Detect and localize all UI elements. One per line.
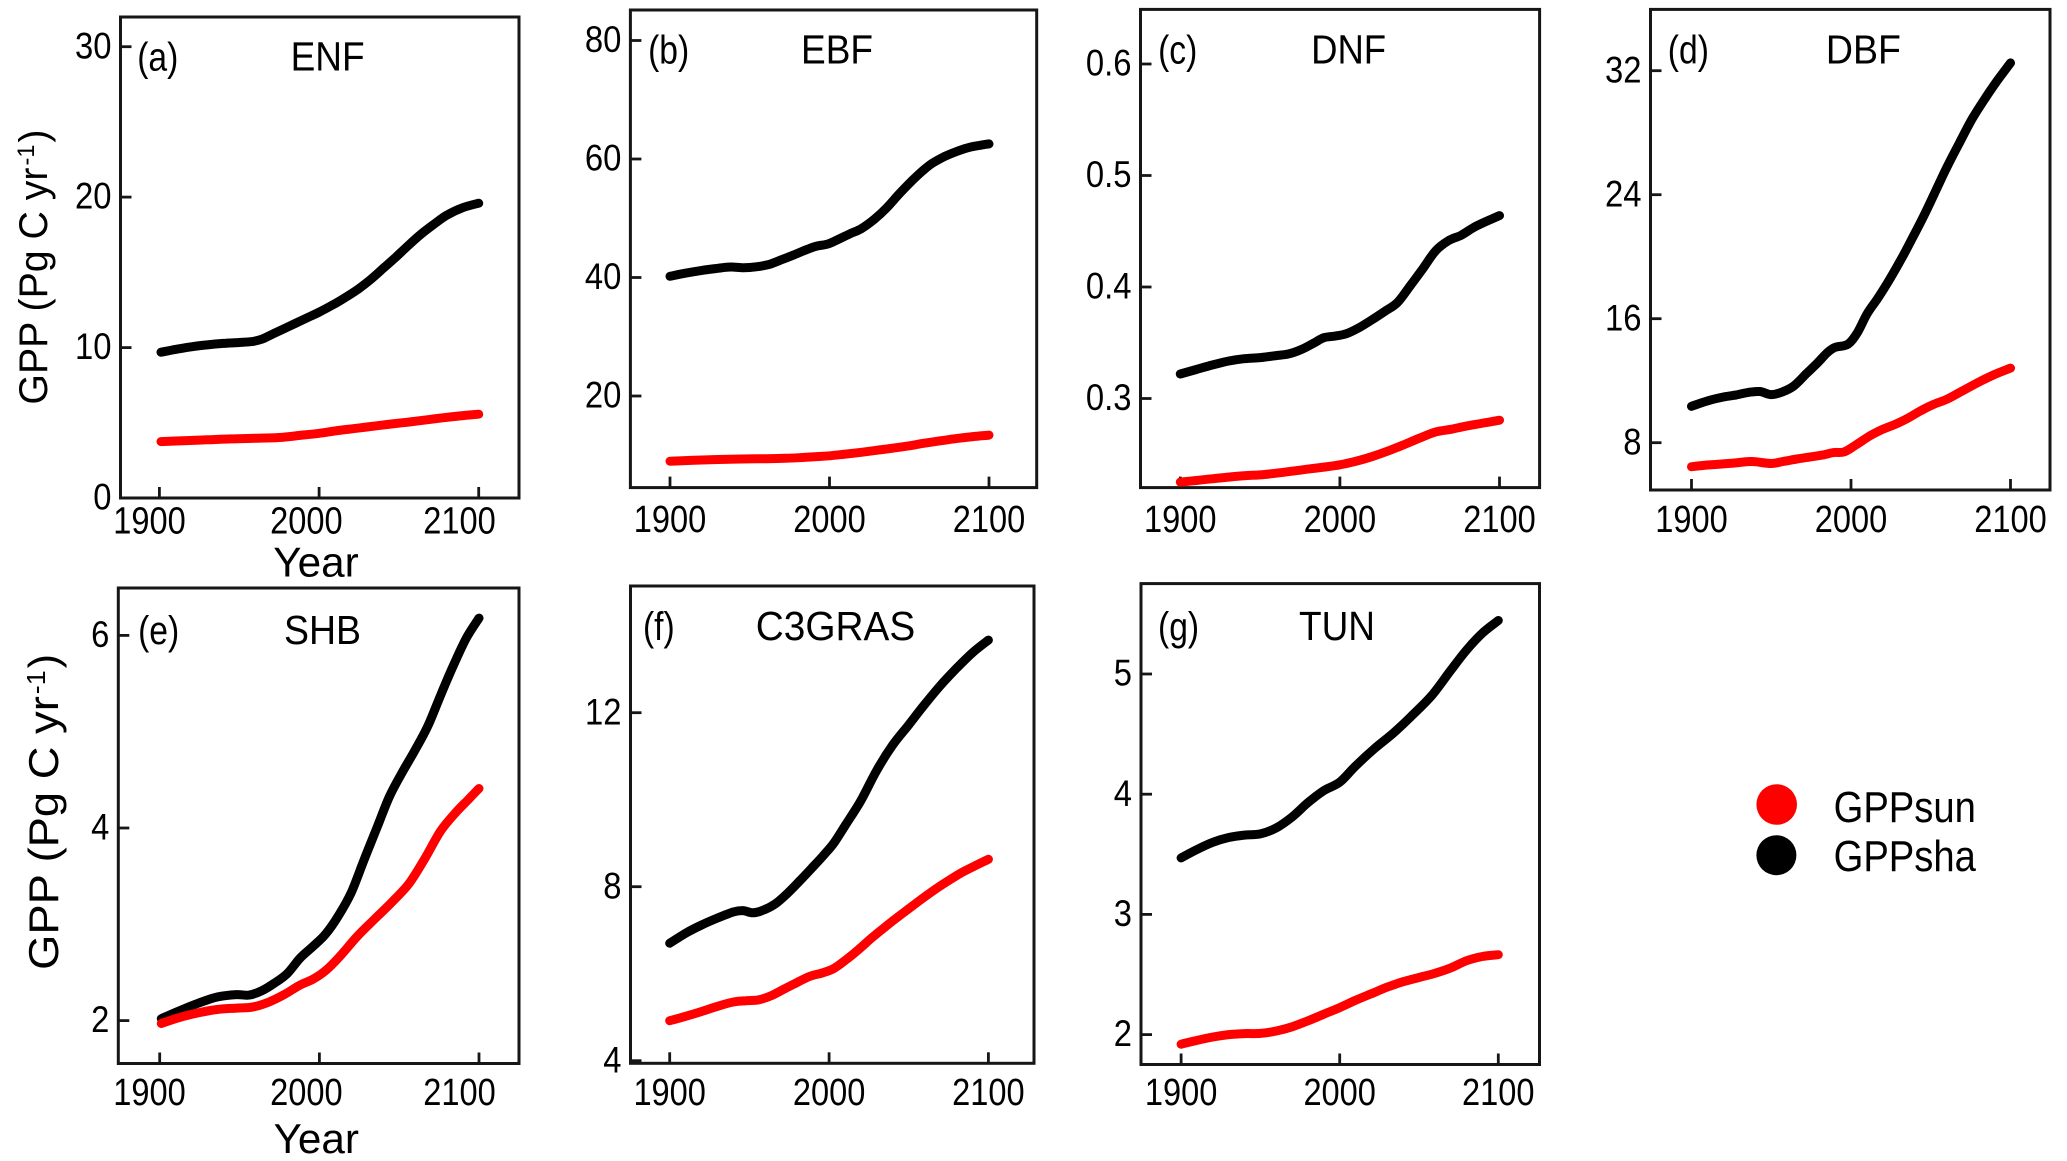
svg-text:0.6: 0.6 [1086, 42, 1132, 84]
svg-text:): ) [20, 654, 67, 668]
svg-text:TUN: TUN [1299, 603, 1375, 649]
svg-text:(b): (b) [648, 29, 689, 73]
svg-text:5: 5 [1114, 652, 1132, 694]
svg-text:-1: -1 [21, 670, 51, 694]
svg-text:0: 0 [93, 476, 111, 518]
svg-text:1900: 1900 [1145, 1072, 1218, 1114]
svg-text:(a): (a) [137, 36, 178, 80]
svg-text:GPPsha: GPPsha [1834, 832, 1977, 881]
svg-text:40: 40 [585, 255, 622, 297]
svg-text:2000: 2000 [1304, 499, 1377, 541]
svg-text:2100: 2100 [423, 1072, 496, 1114]
svg-text:1900: 1900 [1144, 499, 1217, 541]
svg-text:EBF: EBF [801, 27, 873, 73]
svg-text:DNF: DNF [1311, 27, 1386, 73]
svg-text:1900: 1900 [113, 1072, 186, 1114]
svg-text:C3GRAS: C3GRAS [756, 603, 916, 649]
svg-text:2000: 2000 [793, 1072, 866, 1114]
svg-text:20: 20 [585, 374, 622, 416]
svg-text:12: 12 [585, 690, 622, 732]
svg-text:1900: 1900 [113, 501, 186, 543]
svg-text:16: 16 [1605, 296, 1642, 338]
svg-text:1900: 1900 [634, 499, 707, 541]
svg-text:8: 8 [603, 864, 621, 906]
svg-text:(f): (f) [643, 605, 675, 649]
svg-text:(e): (e) [138, 609, 179, 653]
svg-text:4: 4 [91, 806, 109, 848]
svg-text:60: 60 [585, 137, 622, 179]
svg-text:GPP (Pg C yr: GPP (Pg C yr [20, 696, 67, 970]
svg-text:3: 3 [1114, 892, 1132, 934]
svg-text:2100: 2100 [953, 499, 1026, 541]
svg-text:(d): (d) [1668, 29, 1709, 73]
svg-text:80: 80 [585, 18, 622, 60]
svg-text:DBF: DBF [1826, 27, 1901, 73]
svg-text:-1: -1 [13, 145, 40, 166]
svg-text:32: 32 [1605, 48, 1642, 90]
svg-text:2000: 2000 [1303, 1072, 1376, 1114]
svg-text:2100: 2100 [952, 1072, 1025, 1114]
svg-text:4: 4 [1114, 772, 1132, 814]
svg-text:0.4: 0.4 [1086, 265, 1132, 307]
svg-text:): ) [12, 130, 56, 143]
svg-text:GPP (Pg C yr: GPP (Pg C yr [12, 168, 56, 405]
svg-text:2000: 2000 [1815, 499, 1888, 541]
svg-text:2: 2 [1114, 1012, 1132, 1054]
svg-text:SHB: SHB [284, 607, 361, 653]
svg-text:24: 24 [1605, 172, 1642, 214]
svg-text:2100: 2100 [423, 501, 496, 543]
svg-text:2000: 2000 [270, 1072, 343, 1114]
svg-text:4: 4 [603, 1038, 621, 1080]
svg-text:2100: 2100 [1462, 1072, 1535, 1114]
svg-text:Year: Year [274, 1115, 359, 1156]
svg-text:2100: 2100 [1463, 499, 1536, 541]
svg-text:2100: 2100 [1974, 499, 2047, 541]
svg-text:20: 20 [75, 175, 112, 217]
svg-text:6: 6 [91, 613, 109, 655]
svg-text:Year: Year [273, 539, 358, 586]
svg-text:2: 2 [91, 998, 109, 1040]
svg-text:10: 10 [75, 325, 112, 367]
svg-text:ENF: ENF [291, 34, 365, 80]
svg-text:1900: 1900 [633, 1072, 706, 1114]
svg-text:(g): (g) [1158, 605, 1199, 649]
svg-text:2000: 2000 [793, 499, 866, 541]
svg-text:0.5: 0.5 [1086, 153, 1132, 195]
svg-text:30: 30 [75, 24, 112, 66]
svg-text:2000: 2000 [270, 501, 343, 543]
svg-text:(c): (c) [1158, 29, 1197, 73]
svg-text:8: 8 [1623, 420, 1641, 462]
svg-text:0.3: 0.3 [1086, 376, 1132, 418]
svg-text:GPPsun: GPPsun [1834, 783, 1976, 832]
svg-text:1900: 1900 [1655, 499, 1728, 541]
